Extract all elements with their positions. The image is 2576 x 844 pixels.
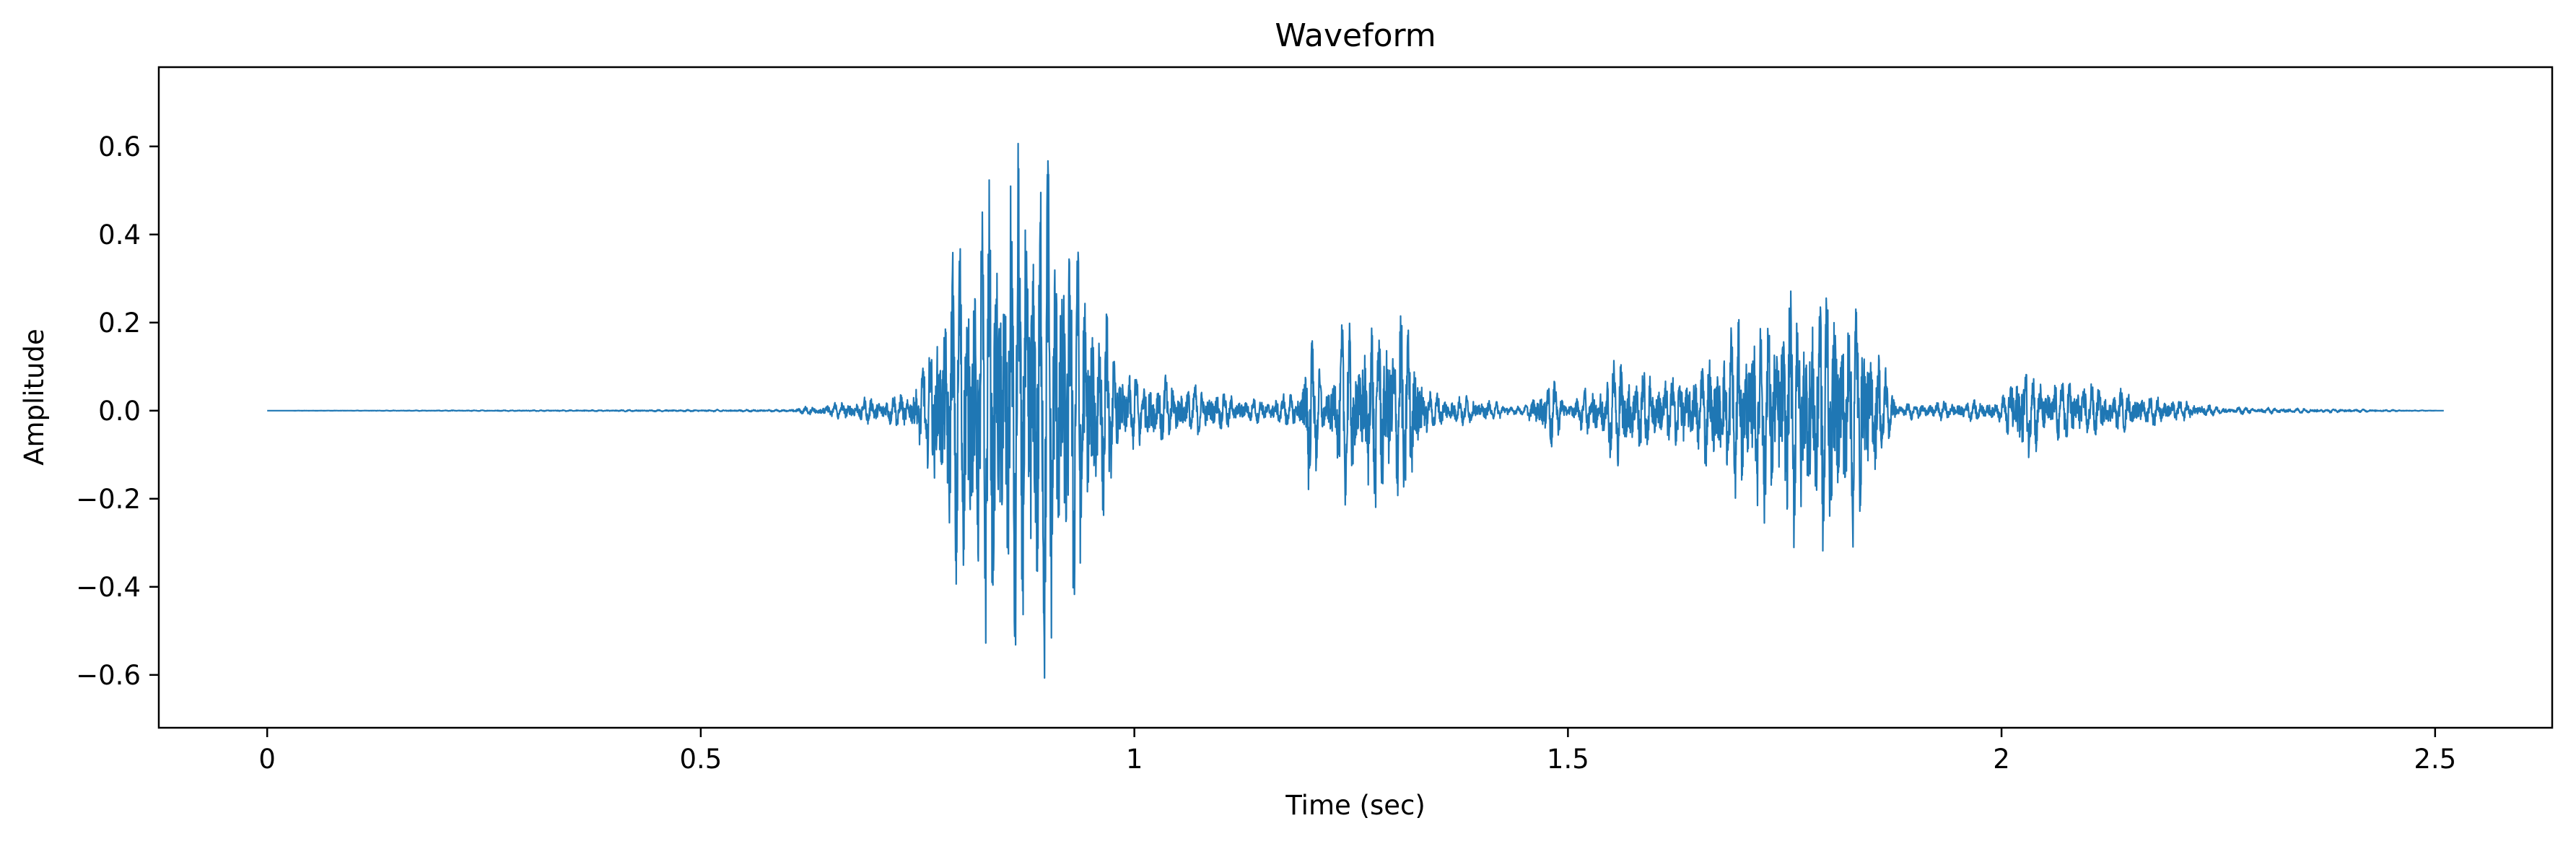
waveform-line: [266, 142, 2445, 679]
x-axis-label: Time (sec): [1285, 790, 1425, 821]
x-axis: 0 0.5 1 1.5 2 2.5: [258, 728, 2456, 775]
x-tick-label: 0.5: [679, 744, 722, 775]
x-tick-label: 1: [1126, 744, 1143, 775]
y-tick-label: 0.2: [98, 308, 141, 339]
y-tick-label: −0.2: [76, 484, 141, 515]
x-tick-label: 2.5: [2414, 744, 2456, 775]
y-tick-label: −0.6: [76, 660, 141, 691]
x-tick-label: 1.5: [1547, 744, 1589, 775]
waveform-layer: [266, 142, 2445, 679]
y-axis: 0.6 0.4 0.2 0.0 −0.2 −0.4 −0.6: [76, 131, 159, 691]
y-tick-label: 0.6: [98, 131, 141, 162]
x-tick-label: 2: [1993, 744, 2010, 775]
y-tick-label: −0.4: [76, 572, 141, 603]
y-tick-label: 0.0: [98, 396, 141, 427]
y-axis-label: Amplitude: [19, 329, 50, 466]
y-tick-label: 0.4: [98, 219, 141, 251]
chart-title: Waveform: [1275, 17, 1436, 54]
x-tick-label: 0: [258, 744, 276, 775]
plot-frame: [157, 66, 2554, 729]
